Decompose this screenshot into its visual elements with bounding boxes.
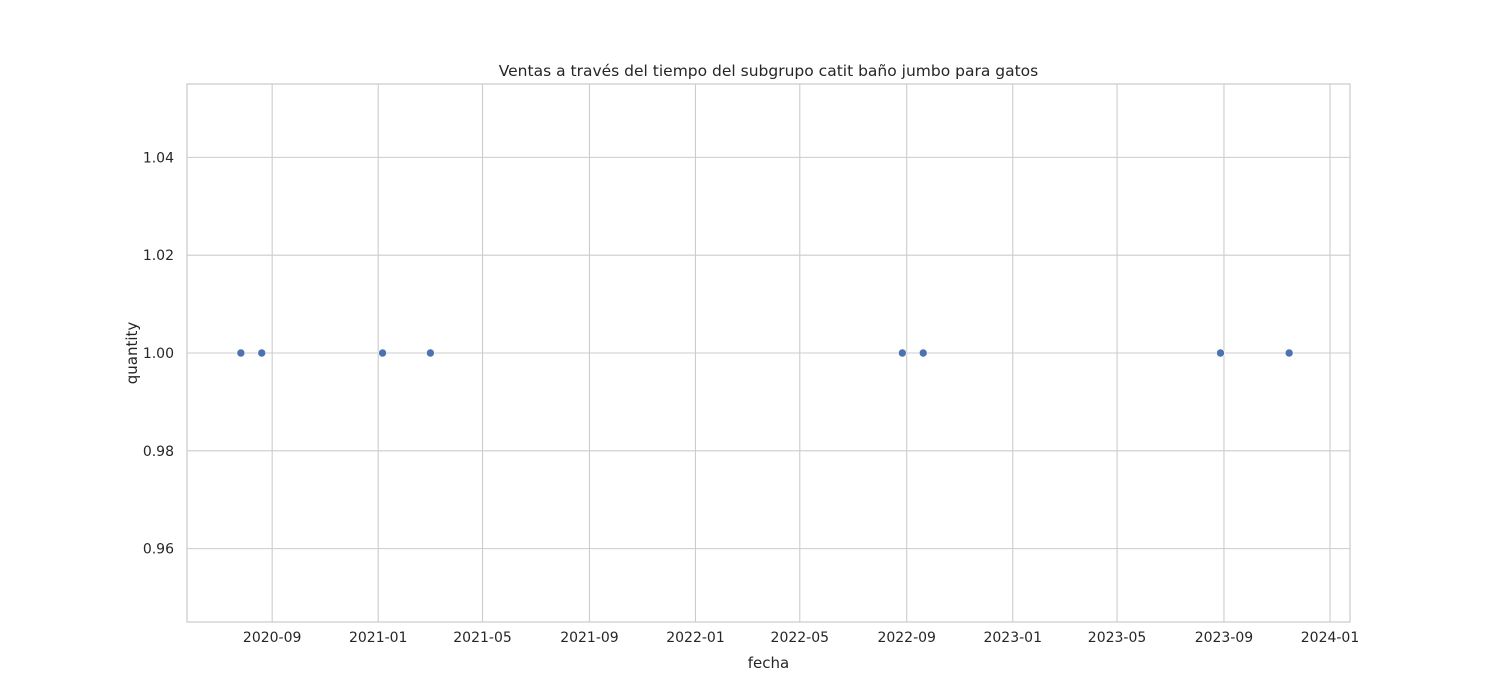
data-point	[918, 348, 928, 358]
y-axis-label: quantity	[123, 322, 141, 385]
y-tick-label: 0.98	[143, 444, 174, 460]
chart-title: Ventas a través del tiempo del subgrupo …	[499, 62, 1039, 80]
x-axis-label: fecha	[748, 654, 789, 672]
data-point	[426, 348, 435, 358]
x-tick-label: 2023-01	[983, 630, 1042, 646]
x-tick-label: 2022-05	[771, 630, 830, 646]
grid	[187, 84, 1350, 622]
x-tick-label: 2020-09	[243, 630, 302, 646]
x-tick-label: 2022-09	[877, 630, 936, 646]
data-point	[236, 348, 246, 358]
data-point	[1284, 348, 1294, 358]
data-points	[236, 348, 1294, 358]
y-tick-label: 1.04	[143, 150, 174, 166]
x-tick-labels: 2020-09 2021-01 2021-05 2021-09 2022-01 2022-…	[243, 630, 1359, 646]
x-tick-label: 2023-09	[1195, 630, 1254, 646]
plot-frame	[186, 83, 1351, 623]
x-tick-label: 2021-05	[453, 630, 512, 646]
y-tick-labels: 0.96 0.98 1.00 1.02 1.04	[143, 150, 174, 557]
y-tick-label: 1.00	[143, 346, 174, 362]
x-tick-label: 2021-01	[349, 630, 408, 646]
data-point	[898, 348, 907, 358]
x-tick-label: 2023-05	[1088, 630, 1147, 646]
data-point	[257, 348, 267, 358]
x-tick-label: 2021-09	[560, 630, 619, 646]
data-point	[1216, 348, 1225, 358]
x-tick-label: 2024-01	[1301, 630, 1360, 646]
y-tick-label: 1.02	[143, 248, 174, 264]
data-point	[378, 348, 387, 358]
y-tick-label: 0.96	[143, 542, 174, 558]
x-tick-label: 2022-01	[666, 630, 725, 646]
